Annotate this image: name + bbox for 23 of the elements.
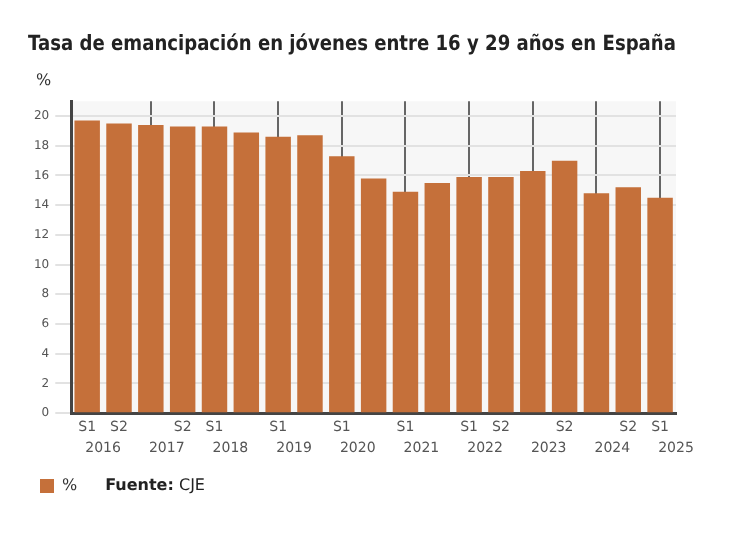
bar	[424, 182, 451, 413]
bar	[520, 171, 546, 413]
bar	[233, 132, 260, 413]
bar	[329, 156, 355, 413]
bar	[360, 178, 387, 413]
legend-label: %	[62, 476, 78, 495]
bar	[647, 197, 673, 413]
bar	[456, 176, 482, 413]
bar	[74, 120, 100, 413]
bar	[297, 135, 323, 413]
bar	[138, 124, 164, 413]
bar	[615, 187, 641, 413]
bar	[265, 136, 291, 413]
bar	[488, 176, 514, 413]
source-note: Fuente: CJE	[105, 476, 205, 495]
bar	[169, 126, 196, 413]
y-axis-title: %	[36, 71, 52, 90]
chart-title: Tasa de emancipación en jóvenes entre 16 y 29 años en España	[28, 32, 676, 57]
bar	[392, 191, 419, 413]
bar	[551, 160, 578, 413]
bar	[201, 126, 228, 413]
bar	[106, 123, 132, 413]
bar	[583, 193, 610, 413]
